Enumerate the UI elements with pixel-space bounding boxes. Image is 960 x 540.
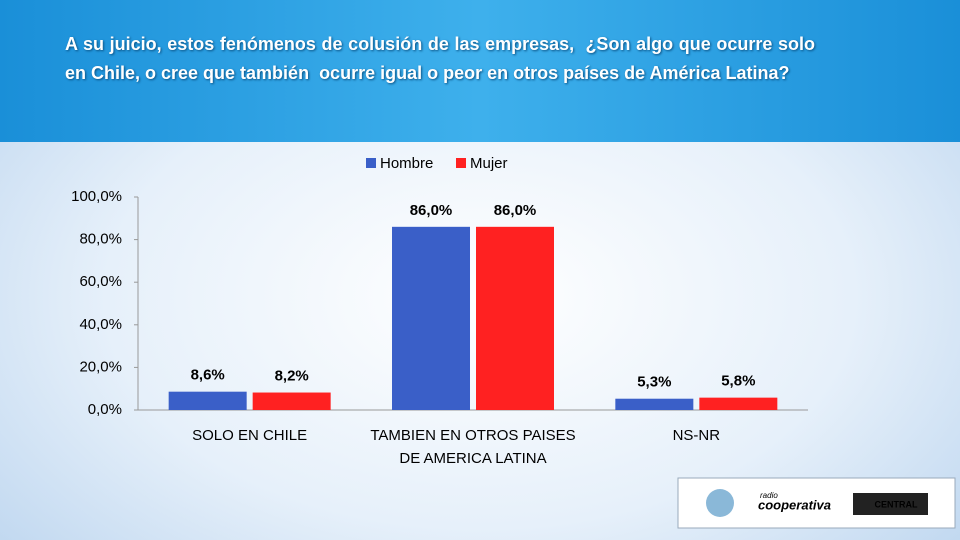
logo-globe bbox=[706, 489, 734, 517]
bar bbox=[252, 392, 331, 410]
x-tick-label: TAMBIEN EN OTROS PAISES DE AMERICA LATIN… bbox=[370, 427, 576, 467]
legend-swatch bbox=[456, 158, 466, 168]
data-label: 8,6% bbox=[191, 367, 225, 384]
y-tick-label: 40,0% bbox=[79, 316, 122, 333]
logo-text: radio bbox=[760, 491, 778, 500]
logo-text: cooperativa bbox=[758, 497, 831, 512]
data-label: 86,0% bbox=[494, 202, 537, 219]
bar bbox=[392, 226, 470, 410]
x-tick-label: NS-NR bbox=[672, 427, 721, 444]
bar bbox=[476, 226, 554, 410]
y-tick-label: 100,0% bbox=[71, 188, 122, 205]
y-tick-label: 60,0% bbox=[79, 273, 122, 290]
legend-swatch bbox=[366, 158, 376, 168]
data-label: 5,8% bbox=[721, 373, 755, 390]
bar bbox=[615, 398, 694, 410]
logo-text: CENTRAL bbox=[875, 499, 918, 509]
data-label: 5,3% bbox=[637, 374, 671, 391]
banner bbox=[0, 0, 960, 142]
y-tick-label: 20,0% bbox=[79, 358, 122, 375]
data-label: 86,0% bbox=[410, 202, 453, 219]
data-label: 8,2% bbox=[275, 368, 309, 385]
legend-label: Hombre bbox=[380, 155, 433, 172]
bar bbox=[699, 397, 778, 410]
legend-label: Mujer bbox=[470, 155, 508, 172]
logo-university bbox=[853, 493, 928, 515]
chart-title: A su juicio, estos fenómenos de colusión… bbox=[65, 34, 815, 83]
x-tick-label: SOLO EN CHILE bbox=[192, 427, 308, 444]
bar bbox=[168, 391, 247, 410]
y-tick-label: 80,0% bbox=[79, 231, 122, 248]
y-tick-label: 0,0% bbox=[88, 401, 122, 418]
